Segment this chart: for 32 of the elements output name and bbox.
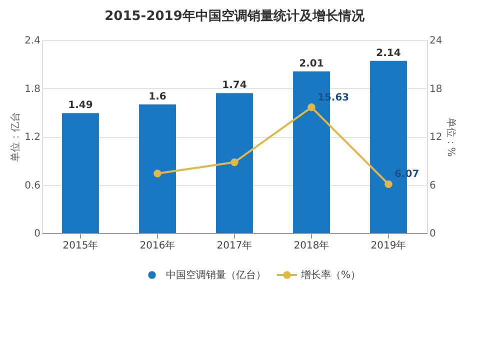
x-tick-label: 2015年 <box>62 240 98 252</box>
y2-axis-title: 单位：% <box>445 117 458 157</box>
y2-tick-label: 18 <box>430 84 442 95</box>
x-tick-label: 2016年 <box>140 240 176 252</box>
y-tick-label: 2.4 <box>24 36 40 46</box>
x-tick-label: 2018年 <box>294 240 330 252</box>
x-tick-label: 2017年 <box>216 240 252 252</box>
data-label: 1.49 <box>68 100 93 112</box>
data-label: 2.01 <box>299 58 324 70</box>
data-label: 1.6 <box>148 91 166 102</box>
point <box>154 170 162 178</box>
data-label: 1.74 <box>222 80 247 92</box>
chart-title: 2015-2019年中国空调销量统计及增长情况 <box>104 8 366 24</box>
bar <box>62 113 99 233</box>
y-tick-label: 1.8 <box>24 84 40 95</box>
bar <box>216 93 253 233</box>
bar <box>139 104 176 233</box>
y2-tick-label: 0 <box>430 228 436 240</box>
legend-label: 增长率（%） <box>300 269 361 281</box>
data-label: 2.14 <box>376 48 401 59</box>
y-tick-label: 0.6 <box>24 180 40 192</box>
x-tick-label: 2019年 <box>370 240 406 252</box>
legend-label: 中国空调销量（亿台） <box>166 269 266 281</box>
y-tick-label: 1.2 <box>24 132 40 143</box>
y-tick-label: 0 <box>34 228 40 240</box>
y2-tick-label: 24 <box>430 36 442 46</box>
point <box>230 158 238 166</box>
y-axis-title: 单位：亿台 <box>10 112 22 162</box>
point <box>384 180 392 188</box>
point <box>308 103 316 112</box>
y2-tick-label: 6 <box>430 180 436 192</box>
y2-tick-label: 12 <box>430 132 442 143</box>
